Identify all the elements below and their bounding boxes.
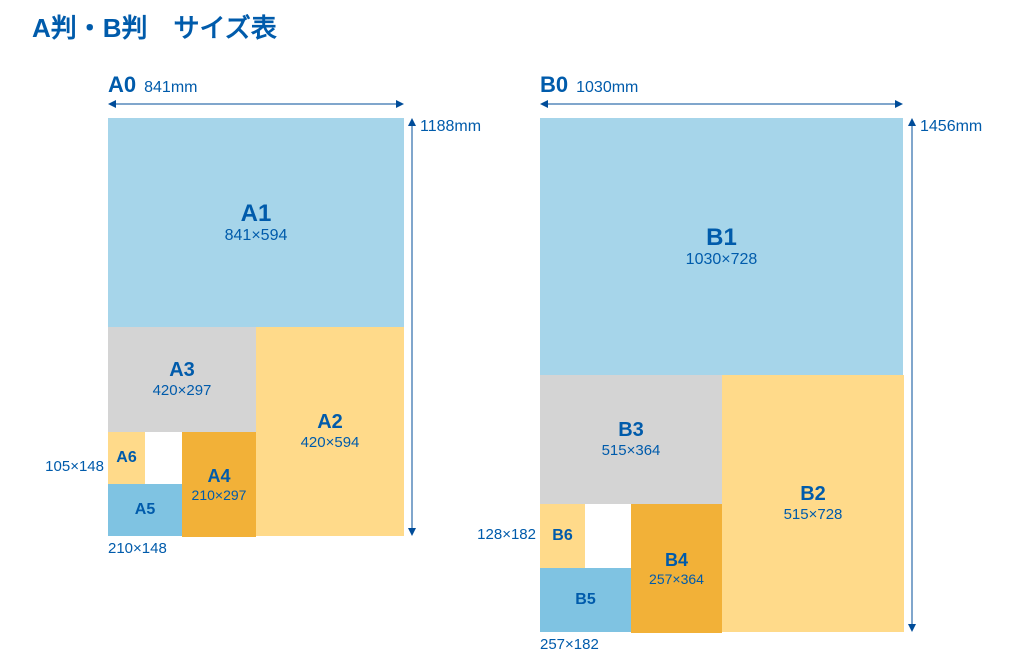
a2-dims: 420×594 (301, 434, 360, 451)
b2-dims: 515×728 (784, 506, 843, 523)
b3-cell: B3515×364 (540, 375, 722, 504)
a4-label: A4 (207, 466, 230, 487)
b5-label: B5 (575, 591, 595, 609)
a-heading: A0 841mm (108, 72, 197, 98)
b-height-arrow (906, 118, 918, 632)
b1-cell: B11030×728 (540, 118, 903, 375)
b-ext-label-0: 128×182 (477, 526, 536, 543)
b1-label: B1 (706, 224, 737, 252)
b-width-arrow (540, 98, 903, 110)
a1-label: A1 (241, 200, 272, 228)
a4-dims: 210×297 (192, 487, 247, 503)
b2-cell: B2515×728 (722, 375, 904, 632)
b4-label: B4 (665, 550, 688, 571)
b-heading-width: 1030mm (576, 79, 638, 97)
a-blank-cell (145, 432, 182, 484)
a-diagram: A1841×594A2420×594A3420×297A4210×297A6A5 (108, 118, 404, 536)
a6-cell: A6 (108, 432, 145, 484)
a-ext-label-0: 105×148 (45, 458, 104, 475)
b-ext-label-1: 257×182 (540, 636, 599, 653)
b-heading-name: B0 (540, 72, 568, 98)
a2-label: A2 (317, 411, 343, 434)
a3-dims: 420×297 (153, 382, 212, 399)
b4-cell: B4257×364 (631, 504, 722, 633)
a1-dims: 841×594 (225, 227, 288, 245)
page-title: A判・B判 サイズ表 (32, 8, 277, 45)
a4-cell: A4210×297 (182, 432, 256, 537)
a-heading-width: 841mm (144, 79, 197, 97)
b5-cell: B5 (540, 568, 631, 632)
a-height-arrow (406, 118, 418, 536)
a5-cell: A5 (108, 484, 182, 536)
a3-label: A3 (169, 359, 195, 382)
a2-cell: A2420×594 (256, 327, 404, 536)
b-height-label: 1456mm (920, 118, 982, 136)
b3-label: B3 (618, 419, 644, 442)
a3-cell: A3420×297 (108, 327, 256, 432)
a-ext-label-1: 210×148 (108, 540, 167, 557)
b-diagram: B11030×728B2515×728B3515×364B4257×364B6B… (540, 118, 903, 632)
b-blank-cell (585, 504, 631, 568)
b2-label: B2 (800, 483, 826, 506)
b4-dims: 257×364 (649, 571, 704, 587)
b6-cell: B6 (540, 504, 585, 568)
a6-label: A6 (116, 449, 136, 467)
b3-dims: 515×364 (602, 442, 661, 459)
a5-label: A5 (135, 501, 155, 519)
a-heading-name: A0 (108, 72, 136, 98)
a-height-label: 1188mm (420, 118, 481, 136)
a1-cell: A1841×594 (108, 118, 404, 327)
b6-label: B6 (552, 527, 572, 545)
b-heading: B0 1030mm (540, 72, 638, 98)
a-width-arrow (108, 98, 404, 110)
b1-dims: 1030×728 (686, 251, 758, 269)
